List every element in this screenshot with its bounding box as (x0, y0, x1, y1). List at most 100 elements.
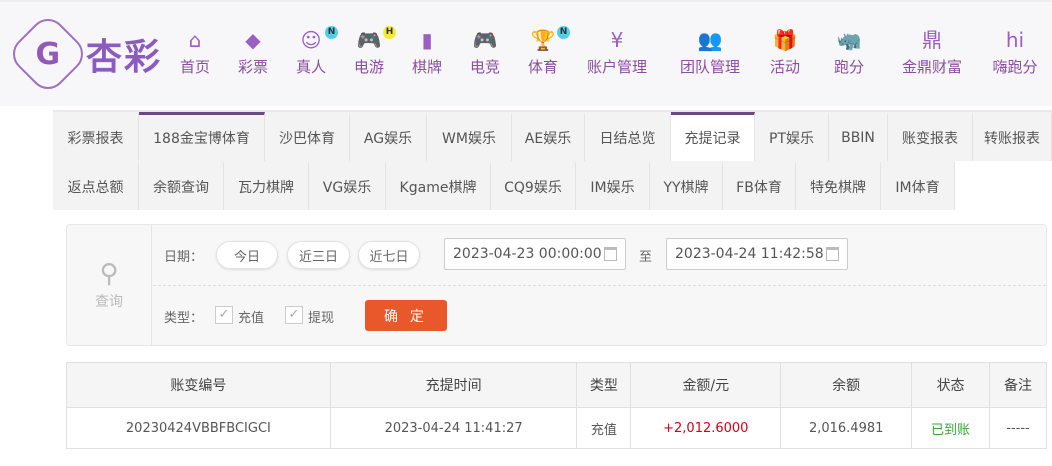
nav-item-0[interactable]: ⌂ 首页 (180, 28, 210, 77)
nav-label: 体育 (527, 58, 559, 76)
col-header: 账变编号 (66, 362, 331, 408)
tab-tabs_row1-5[interactable]: AE娱乐 (512, 112, 585, 161)
date-label: 日期： (164, 250, 204, 265)
nav-item-7[interactable]: ¥ 账户管理 (587, 28, 647, 77)
tab-tabs_row2-3[interactable]: VG娱乐 (309, 161, 386, 210)
gamepad-icon: 🎮 H (354, 26, 397, 52)
col-header: 余额 (780, 362, 913, 408)
nav-item-2[interactable]: ☺ N 真人 (295, 26, 339, 77)
table-header-row: 账变编号 充提时间 类型 金额/元 余额 状态 备注 (66, 362, 1047, 408)
col-header: 金额/元 (630, 362, 782, 408)
top-header: G 杏彩 ⌂ 首页 ◆ 彩票 ☺ N 真人 🎮 H 电游 ▮ 棋牌 🎮 电竞 🏆 N 体育 ¥ 账户管理 👥 团队管理 🎁… (0, 0, 1052, 106)
search-icon: ⚲ (99, 259, 119, 289)
last-7-days-button[interactable]: 近七日 (358, 241, 420, 269)
tab-tabs_row1-3[interactable]: AG娱乐 (350, 112, 427, 161)
balance: 2,016.4981 (780, 407, 913, 449)
start-date-input[interactable]: 2023-04-23 00:00:00 (444, 238, 626, 270)
calendar-icon[interactable] (826, 247, 839, 261)
report-panel: 彩票报表 188金宝博体育 沙巴体育 AG娱乐 WM娱乐 AE娱乐 日结总览 充提记录 PT娱乐… (53, 110, 1052, 466)
last-3-days-button[interactable]: 近三日 (287, 241, 350, 269)
tab-tabs_row2-2[interactable]: 瓦力棋牌 (224, 161, 309, 210)
transaction-type: 充值 (576, 407, 632, 449)
nav-label: 棋牌 (411, 58, 443, 76)
amount: +2,012.6000 (630, 407, 782, 449)
col-header: 充提时间 (329, 362, 578, 408)
logo-emblem-icon: G (5, 11, 91, 97)
divider (153, 285, 1046, 286)
nav-item-10[interactable]: 🦏 跑分 (834, 28, 864, 77)
nav-label: 电竞 (469, 58, 501, 76)
nav-badge: H (383, 26, 397, 39)
tab-tabs_row1-8[interactable]: PT娱乐 (755, 112, 829, 161)
nav-label: 嗨跑分 (992, 58, 1038, 76)
remark: ----- (989, 407, 1047, 449)
hi-logo-icon: hi (1005, 28, 1025, 52)
team-icon: 👥 (697, 28, 723, 52)
start-date-value: 2023-04-23 00:00:00 (453, 246, 602, 262)
nav-item-11[interactable]: 鼎金鼎财富 (902, 28, 962, 77)
end-date-value: 2023-04-24 11:42:58 (675, 246, 824, 262)
gift-icon: 🎁 (772, 28, 798, 52)
tab-tabs_row1-11[interactable]: 转账报表 (973, 112, 1052, 161)
col-header: 类型 (576, 362, 632, 408)
nav-item-1[interactable]: ◆ 彩票 (238, 28, 268, 77)
to-label: 至 (639, 250, 653, 265)
esports-gamepad-icon: 🎮 (472, 28, 498, 52)
nav-item-5[interactable]: 🎮 电竞 (470, 28, 500, 77)
transaction-time: 2023-04-24 11:41:27 (329, 407, 578, 449)
tab-tabs_row1-2[interactable]: 沙巴体育 (265, 112, 350, 161)
tab-tabs_row2-8[interactable]: FB体育 (723, 161, 796, 210)
tab-tabs_row1-10[interactable]: 账变报表 (888, 112, 973, 161)
nav-badge: N (325, 26, 339, 39)
nav-label: 彩票 (237, 58, 269, 76)
tab-tabs_row2-4[interactable]: Kgame棋牌 (386, 161, 491, 210)
tab-tabs_row2-6[interactable]: IM娱乐 (576, 161, 650, 210)
type-label: 类型： (164, 311, 204, 326)
nav-label: 金鼎财富 (901, 58, 963, 76)
tab-tabs_row2-0[interactable]: 返点总额 (53, 161, 139, 210)
records-table: 账变编号 充提时间 类型 金额/元 余额 状态 备注 20230424VBBFB… (66, 362, 1047, 449)
nav-label: 活动 (769, 58, 801, 76)
nav-label: 真人 (295, 58, 327, 76)
withdraw-checkbox[interactable]: ✓ (285, 306, 303, 324)
rhino-icon: 🦏 (836, 28, 862, 52)
tab-tabs_row2-1[interactable]: 余额查询 (139, 161, 224, 210)
transaction-id: 20230424VBBFBCIGCI (66, 407, 331, 449)
nav-badge: N (557, 26, 571, 39)
query-section: ⚲ 查询 (67, 225, 152, 345)
calendar-icon[interactable] (604, 247, 617, 261)
tab-tabs_row1-0[interactable]: 彩票报表 (53, 112, 139, 161)
nav-label: 跑分 (833, 58, 865, 76)
trophy-icon: 🏆 N (528, 26, 571, 52)
nav-label: 首页 (179, 58, 211, 76)
tab-tabs_row2-10[interactable]: IM体育 (881, 161, 955, 210)
col-header: 状态 (911, 362, 990, 408)
today-button[interactable]: 今日 (216, 241, 278, 269)
logo[interactable]: G 杏彩 (5, 11, 163, 97)
tab-tabs_row2-5[interactable]: CQ9娱乐 (491, 161, 576, 210)
tab-tabs_row1-1[interactable]: 188金宝博体育 (139, 112, 265, 161)
tab-tabs_row1-7[interactable]: 充提记录 (671, 112, 755, 161)
nav-label: 电游 (353, 58, 385, 76)
yen-coin-icon: ¥ (610, 28, 624, 52)
cauldron-icon: 鼎 (921, 28, 942, 52)
nav-item-9[interactable]: 🎁 活动 (770, 28, 800, 77)
tab-tabs_row1-9[interactable]: BBIN (829, 112, 888, 161)
end-date-input[interactable]: 2023-04-24 11:42:58 (666, 238, 848, 270)
tab-tabs_row2-7[interactable]: YY棋牌 (650, 161, 723, 210)
nav-item-4[interactable]: ▮ 棋牌 (412, 28, 442, 77)
confirm-button[interactable]: 确 定 (365, 300, 447, 331)
withdraw-label: 提现 (308, 311, 335, 326)
deposit-checkbox[interactable]: ✓ (215, 306, 233, 324)
nav-label: 账户管理 (586, 58, 648, 76)
nav-item-6[interactable]: 🏆 N 体育 (527, 26, 571, 77)
tab-tabs_row1-6[interactable]: 日结总览 (585, 112, 671, 161)
nav-item-8[interactable]: 👥 团队管理 (680, 28, 740, 77)
tab-tabs_row2-9[interactable]: 特免棋牌 (796, 161, 881, 210)
ticket-icon: ◆ (245, 28, 261, 52)
nav-item-12[interactable]: hi 嗨跑分 (992, 28, 1037, 77)
status-badge: 已到账 (911, 407, 990, 449)
nav-item-3[interactable]: 🎮 H 电游 (353, 26, 397, 77)
logo-text: 杏彩 (86, 37, 163, 78)
tab-tabs_row1-4[interactable]: WM娱乐 (427, 112, 512, 161)
